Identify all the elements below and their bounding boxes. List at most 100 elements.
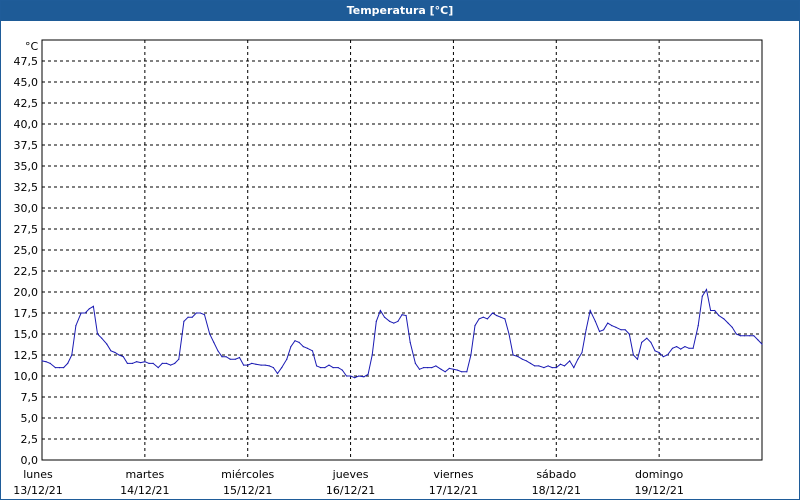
series-point	[405, 314, 407, 317]
series-point	[671, 347, 674, 349]
series-point	[80, 312, 82, 314]
y-tick-label: 0,0	[21, 454, 39, 467]
series-point	[354, 377, 356, 379]
series-point	[174, 362, 176, 364]
series-point	[474, 325, 476, 327]
series-point	[555, 367, 557, 369]
series-point	[543, 367, 545, 369]
series-point	[247, 364, 249, 366]
y-tick-label: 17,5	[14, 307, 39, 320]
series-point	[276, 372, 279, 375]
series-point	[199, 312, 201, 314]
series-point	[152, 362, 154, 364]
series-point	[294, 340, 296, 342]
series-point	[316, 365, 318, 367]
series-point	[367, 373, 369, 375]
series-point	[311, 350, 314, 352]
series-point	[525, 360, 528, 362]
series-point	[92, 305, 94, 307]
series-point	[718, 314, 720, 317]
series-point	[743, 335, 746, 337]
series-point	[118, 354, 120, 356]
series-point	[71, 354, 73, 356]
series-point	[538, 365, 540, 367]
series-point	[448, 367, 450, 369]
series-point	[530, 362, 532, 364]
y-tick-label: 25,0	[14, 244, 39, 257]
x-tick-date-label: 19/12/21	[634, 484, 683, 497]
series-point	[581, 351, 583, 354]
series-point	[101, 337, 103, 339]
series-point	[440, 368, 442, 370]
series-point	[341, 369, 343, 371]
series-point	[290, 346, 292, 348]
series-point	[431, 367, 433, 369]
series-point	[461, 371, 463, 373]
series-point	[302, 346, 304, 348]
series-point	[594, 320, 597, 322]
series-points	[41, 288, 763, 379]
series-point	[688, 347, 690, 349]
series-point	[393, 322, 395, 324]
x-tick-day-label: viernes	[433, 468, 473, 481]
series-point	[122, 356, 124, 358]
series-point	[337, 367, 339, 369]
series-point	[444, 371, 446, 373]
series-point	[504, 318, 506, 320]
series-point	[350, 375, 352, 377]
series-point	[409, 341, 411, 343]
y-axis-tick-labels: 0,0 2,5 5,0 7,5 10,0 12,5 15,0 17,5 20,0 22,5 25,0…	[14, 55, 39, 467]
series-point	[654, 350, 656, 352]
series-point	[482, 316, 484, 318]
series-point	[371, 354, 373, 356]
y-tick-label: 15,0	[14, 328, 39, 341]
y-tick-label: 35,0	[14, 160, 39, 173]
series-point	[646, 337, 648, 339]
y-tick-label: 22,5	[14, 265, 39, 278]
series-point	[161, 362, 163, 364]
series-point	[358, 375, 360, 377]
x-tick-date-label: 18/12/21	[532, 484, 581, 497]
series-point	[58, 367, 61, 369]
y-tick-label: 32,5	[14, 181, 39, 194]
series-point	[114, 351, 116, 354]
series-point	[753, 335, 755, 337]
series-point	[551, 367, 553, 369]
x-tick-date-label: 16/12/21	[326, 484, 375, 497]
series-point	[589, 309, 591, 312]
series-point	[710, 309, 712, 312]
y-tick-label: 27,5	[14, 223, 39, 236]
series-point	[714, 309, 716, 312]
series-point	[306, 347, 308, 349]
series-point	[423, 367, 425, 369]
series-point	[272, 367, 274, 369]
series-point	[401, 314, 403, 316]
x-tick-date-label: 13/12/21	[13, 484, 62, 497]
series-point	[559, 363, 562, 365]
series-point	[195, 312, 197, 314]
y-tick-label: 37,5	[14, 139, 39, 152]
series-point	[577, 358, 579, 360]
series-point	[234, 358, 236, 360]
series-point	[521, 358, 523, 360]
series-point	[170, 364, 172, 366]
y-tick-label: 40,0	[14, 118, 39, 131]
series-point	[624, 329, 626, 331]
series-point	[225, 356, 227, 358]
series-point	[140, 362, 142, 364]
series-point	[213, 341, 215, 343]
series-point	[332, 367, 334, 369]
series-point	[585, 329, 587, 331]
x-tick-date-label: 15/12/21	[223, 484, 272, 497]
series-point	[45, 361, 47, 363]
series-point	[298, 341, 300, 343]
series-point	[757, 339, 759, 341]
y-tick-label: 5,0	[21, 412, 39, 425]
series-point	[178, 358, 180, 360]
series-point	[251, 362, 253, 364]
x-tick-day-label: lunes	[23, 468, 53, 481]
series-point	[41, 360, 43, 362]
series-point	[49, 362, 51, 364]
series-point	[264, 364, 266, 366]
